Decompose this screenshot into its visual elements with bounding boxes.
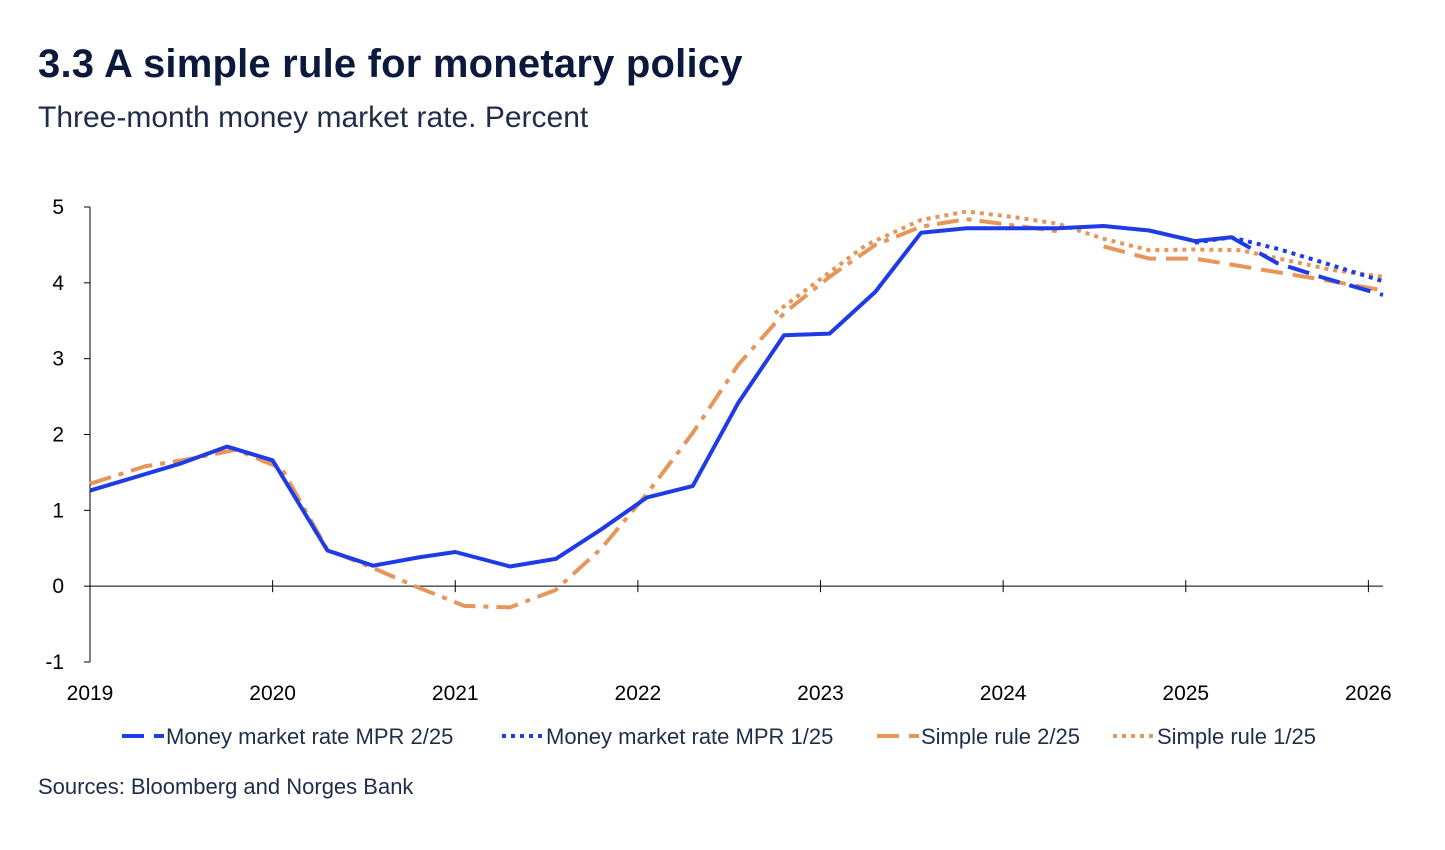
series-simple-rule-1-25 <box>773 209 1384 315</box>
chart-subtitle: Three-month money market rate. Percent <box>38 101 589 134</box>
series-simple-rule-2-25-forecast <box>1103 244 1384 293</box>
y-tick-label: -1 <box>45 651 64 674</box>
y-tick-label: 5 <box>52 196 64 219</box>
series-money-market-rate-mpr-2-25-forecast <box>1230 235 1384 297</box>
x-tick-label: 2021 <box>432 682 479 705</box>
chart-series <box>89 209 1384 610</box>
x-tick-label: 2024 <box>980 682 1027 705</box>
chart-source: Sources: Bloomberg and Norges Bank <box>38 774 414 799</box>
legend-label: Simple rule 1/25 <box>1157 724 1316 749</box>
legend-item: Money market rate MPR 1/25 <box>502 724 833 749</box>
legend-item: Simple rule 1/25 <box>1113 724 1316 749</box>
x-tick-label: 2022 <box>615 682 662 705</box>
y-tick-label: 0 <box>52 575 64 598</box>
legend-label: Money market rate MPR 2/25 <box>166 724 453 749</box>
series-simple-rule-2-25-history <box>89 217 1059 610</box>
chart-title: 3.3 A simple rule for monetary policy <box>38 42 743 86</box>
y-tick-label: 3 <box>52 348 64 371</box>
y-tick-label: 2 <box>52 424 64 447</box>
x-tick-label: 2023 <box>797 682 844 705</box>
x-tick-label: 2019 <box>67 682 114 705</box>
legend-label: Money market rate MPR 1/25 <box>546 724 833 749</box>
x-tick-label: 2020 <box>249 682 296 705</box>
legend-item: Simple rule 2/25 <box>877 724 1080 749</box>
legend-item: Money market rate MPR 2/25 <box>122 724 453 749</box>
x-tick-label: 2025 <box>1162 682 1209 705</box>
series-money-market-rate-mpr-2-25-history <box>89 224 1232 569</box>
series-money-market-rate-mpr-1-25 <box>1194 235 1384 284</box>
chart-axes: -1 0 1 2 3 4 5 2019 2020 2021 2022 2023 2024 2025 2026 <box>45 196 1391 705</box>
legend-label: Simple rule 2/25 <box>921 724 1080 749</box>
y-tick-label: 4 <box>52 272 64 295</box>
y-tick-label: 1 <box>52 499 64 522</box>
chart-legend: Money market rate MPR 2/25 Money market r… <box>122 724 1316 749</box>
x-tick-label: 2026 <box>1345 682 1392 705</box>
